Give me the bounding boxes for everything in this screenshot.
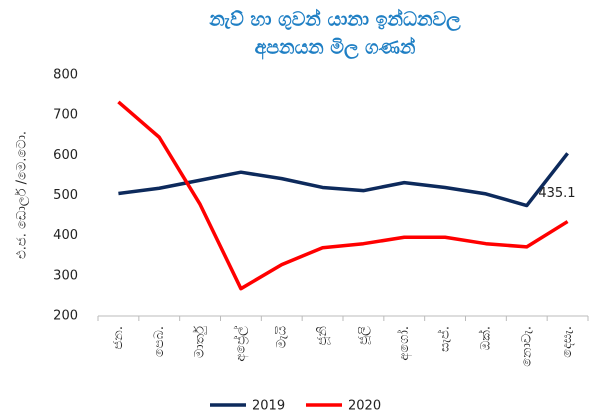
legend-label: 2020 [348,399,381,414]
x-tick-label: ජූලි [356,326,371,345]
x-tick-label: අප්‍රේල් [232,326,248,362]
x-tick-label: සැප්. [436,326,452,352]
y-tick-label: 700 [53,108,78,123]
legend-label: 2019 [252,399,285,414]
x-tick-label: දෙසැ. [560,326,575,358]
y-axis-label: එ.ජ. ඩොලර් /මෙ.ටො. [14,131,30,259]
x-tick-label: ජූනි [315,326,330,346]
x-tick-label: පෙබ. [152,326,167,357]
chart-title: අපනයන මිල ගණන් [255,36,416,60]
y-tick-label: 600 [53,148,78,163]
y-tick-label: 400 [53,228,78,243]
y-tick-label: 500 [53,188,78,203]
y-tick-label: 300 [53,268,78,283]
x-tick-label: මැයි [274,326,289,349]
line-series [117,100,569,291]
chart-title: නැව් හා ගුවන් යානා ඉන්ධනවල [208,8,461,31]
x-tick-label: මාර්තු [192,326,208,358]
x-tick-label: ජන. [111,326,126,350]
x-tick-label: නොවැ. [519,326,534,367]
y-tick-label: 200 [53,309,78,324]
data-label: 435.1 [538,186,575,201]
line-series [118,152,569,208]
y-tick-label: 800 [53,68,78,83]
x-tick-label: ඔක්. [477,326,493,350]
x-tick-label: අගෝ. [396,326,412,361]
